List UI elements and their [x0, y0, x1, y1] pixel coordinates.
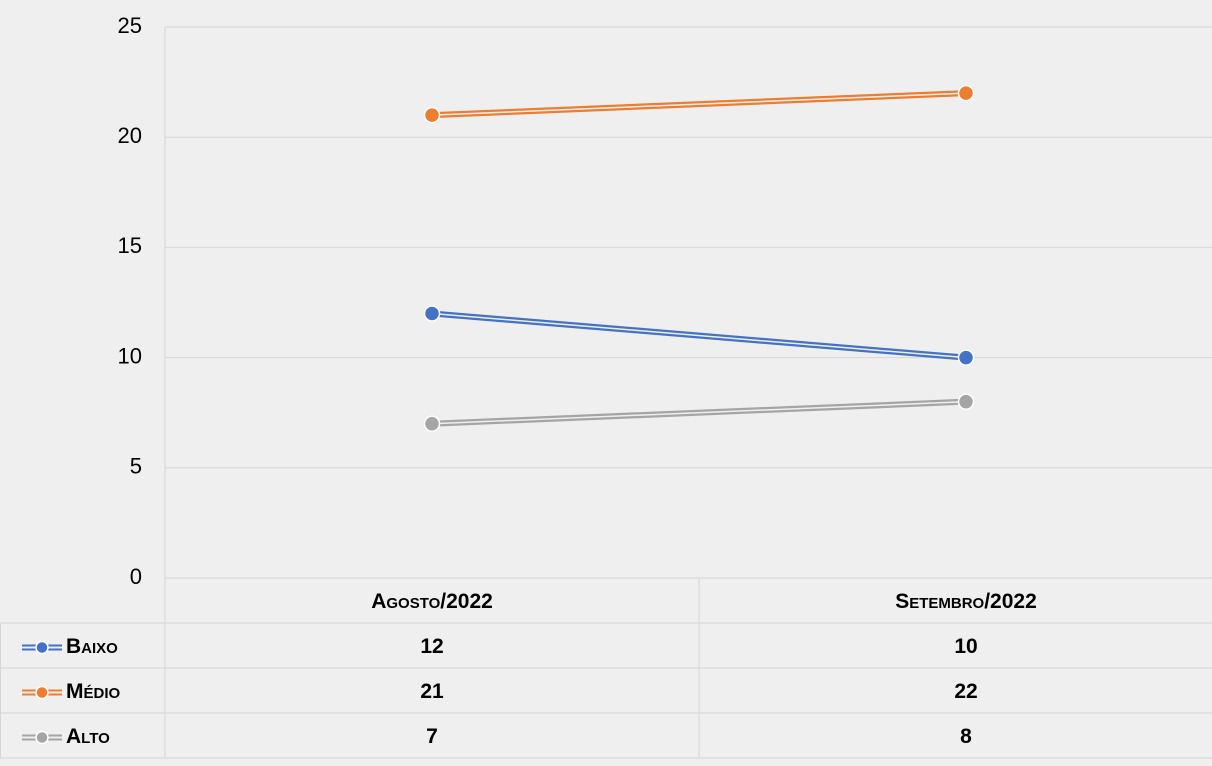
legend-label: Baixo	[66, 635, 118, 658]
chart: 0 5 10 15 20 25 Agosto/2022 Setembro/2022 Baixo…	[0, 0, 1212, 766]
point	[425, 306, 440, 321]
legend-label: Médio	[66, 680, 120, 703]
y-tick-label: 10	[118, 343, 142, 368]
y-tick-label: 20	[118, 123, 142, 148]
point	[425, 416, 440, 431]
point	[425, 108, 440, 123]
data-label: 21	[420, 680, 444, 703]
page: 0 5 10 15 20 25 Agosto/2022 Setembro/2022 Baixo…	[0, 0, 1212, 766]
data-label: 8	[960, 725, 972, 748]
data-label: 7	[426, 725, 438, 748]
data-label: 12	[420, 635, 443, 658]
data-label: 22	[954, 680, 977, 703]
point	[959, 394, 974, 409]
y-tick-label: 5	[130, 454, 142, 479]
point	[959, 86, 974, 101]
y-tick-label: 25	[118, 13, 142, 38]
point	[959, 350, 974, 365]
y-tick-label: 0	[130, 564, 142, 589]
data-label: 10	[954, 635, 977, 658]
legend-key-marker	[36, 687, 48, 699]
legend-key-marker	[36, 732, 48, 744]
legend-label: Alto	[66, 725, 110, 748]
legend-key-marker	[36, 642, 48, 654]
x-tick-label: Agosto/2022	[371, 590, 493, 613]
x-tick-label: Setembro/2022	[895, 590, 1037, 613]
y-tick-label: 15	[118, 233, 142, 258]
background	[0, 0, 1212, 766]
